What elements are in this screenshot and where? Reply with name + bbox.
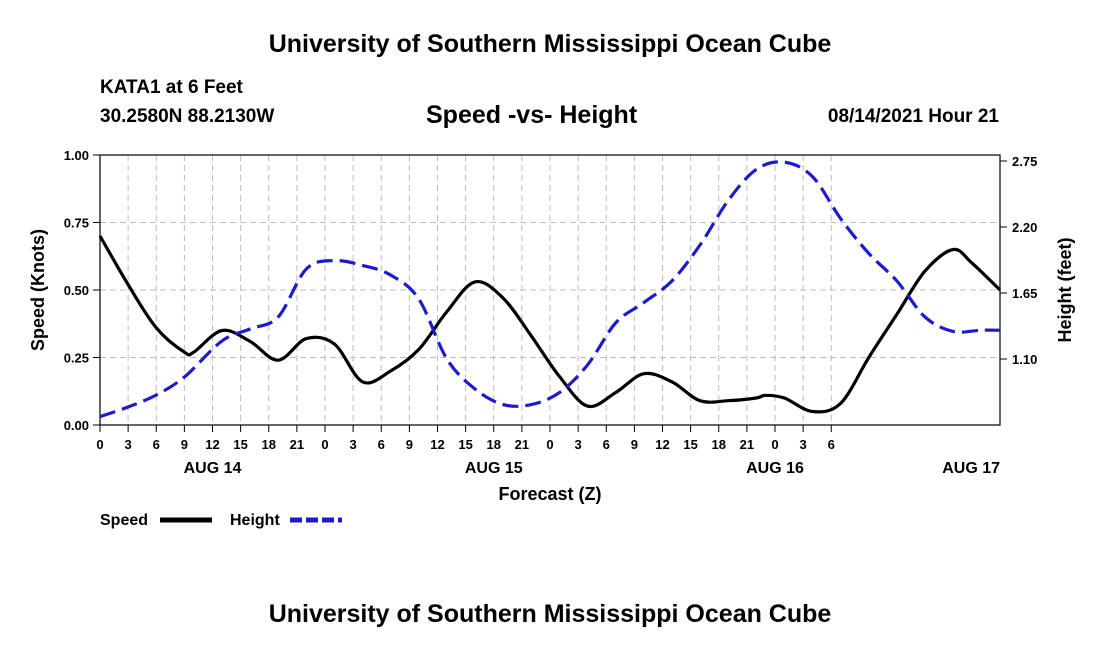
legend-label-speed: Speed <box>100 512 148 529</box>
y2-axis-title: Height (feet) <box>1055 238 1075 343</box>
x-tick-label: 12 <box>655 437 669 452</box>
date-label: AUG 16 <box>746 460 804 477</box>
x-tick-label: 3 <box>800 437 807 452</box>
x-tick-label: 18 <box>712 437 726 452</box>
legend-label-height: Height <box>230 512 280 529</box>
series-line-speed <box>98 235 1002 414</box>
series-line-height <box>99 160 1001 419</box>
page-title-top: University of Southern Mississippi Ocean… <box>268 30 832 58</box>
y2-tick-label: 2.75 <box>1012 154 1037 169</box>
x-tick-label: 6 <box>828 437 835 452</box>
y-tick-label: 0.75 <box>64 216 89 231</box>
x-tick-label: 3 <box>125 437 132 452</box>
x-tick-label: 15 <box>683 437 697 452</box>
x-tick-label: 0 <box>321 437 328 452</box>
y2-tick-label: 1.10 <box>1012 352 1037 367</box>
y2-tick-label: 2.20 <box>1012 220 1037 235</box>
y-axis-title: Speed (Knots) <box>28 229 48 351</box>
x-tick-label: 3 <box>575 437 582 452</box>
x-tick-label: 21 <box>515 437 529 452</box>
x-tick-label: 15 <box>233 437 247 452</box>
page-title-bottom: University of Southern Mississippi Ocean… <box>268 600 832 628</box>
station-label: KATA1 at 6 Feet <box>100 77 243 98</box>
x-tick-label: 0 <box>771 437 778 452</box>
x-tick-label: 21 <box>290 437 304 452</box>
x-tick-label: 9 <box>631 437 638 452</box>
coordinates-label: 30.2580N 88.2130W <box>100 106 275 127</box>
x-axis-title: Forecast (Z) <box>498 484 601 504</box>
y-tick-label: 0.50 <box>64 283 89 298</box>
x-tick-label: 9 <box>181 437 188 452</box>
date-label: AUG 14 <box>184 460 242 477</box>
y2-tick-label: 1.65 <box>1012 286 1037 301</box>
x-tick-label: 15 <box>458 437 472 452</box>
y-tick-label: 1.00 <box>64 148 89 163</box>
date-label: AUG 15 <box>465 460 523 477</box>
x-tick-label: 12 <box>430 437 444 452</box>
date-label: AUG 17 <box>942 460 1000 477</box>
forecast-datetime: 08/14/2021 Hour 21 <box>827 106 999 127</box>
x-tick-label: 6 <box>378 437 385 452</box>
x-tick-label: 0 <box>546 437 553 452</box>
x-tick-label: 9 <box>406 437 413 452</box>
chart-subtitle: Speed -vs- Height <box>426 101 638 129</box>
x-tick-label: 21 <box>740 437 754 452</box>
x-tick-label: 18 <box>487 437 501 452</box>
x-tick-label: 6 <box>603 437 610 452</box>
x-tick-label: 12 <box>205 437 219 452</box>
x-tick-label: 3 <box>350 437 357 452</box>
x-tick-label: 6 <box>153 437 160 452</box>
y-tick-label: 0.25 <box>64 351 89 366</box>
x-tick-label: 18 <box>262 437 276 452</box>
y-tick-label: 0.00 <box>64 418 89 433</box>
x-tick-label: 0 <box>96 437 103 452</box>
